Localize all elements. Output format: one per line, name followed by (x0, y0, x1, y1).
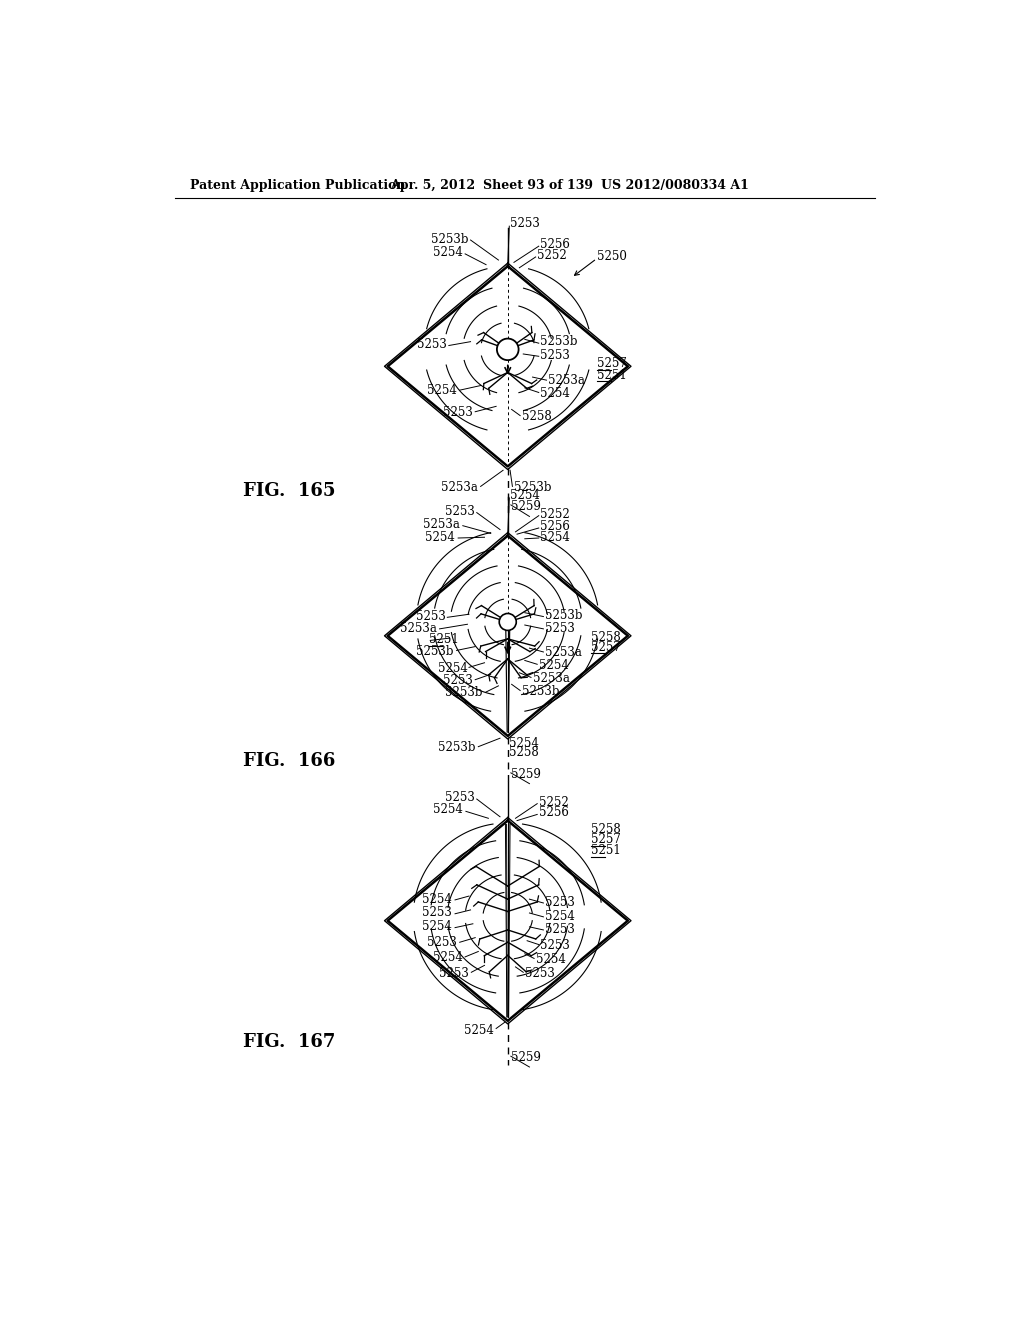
Text: 5253: 5253 (445, 791, 475, 804)
Text: FIG.  166: FIG. 166 (243, 751, 335, 770)
Text: 5252: 5252 (541, 508, 570, 520)
Text: US 2012/0080334 A1: US 2012/0080334 A1 (601, 178, 749, 191)
Text: 5254: 5254 (541, 387, 570, 400)
Circle shape (500, 614, 516, 631)
Text: 5252: 5252 (539, 796, 568, 809)
Text: 5253b: 5253b (431, 232, 469, 246)
Text: 5254: 5254 (422, 892, 452, 906)
Text: 5253: 5253 (510, 218, 540, 231)
Text: 5253: 5253 (445, 504, 475, 517)
Text: FIG.  167: FIG. 167 (243, 1034, 335, 1051)
Text: 5253a: 5253a (399, 622, 436, 635)
Text: 5254: 5254 (433, 952, 463, 964)
Text: 5253b: 5253b (545, 610, 583, 622)
Text: 5252: 5252 (538, 249, 567, 261)
Text: 5257: 5257 (597, 358, 627, 371)
Text: 5253: 5253 (422, 907, 452, 920)
Text: 5256: 5256 (539, 807, 568, 820)
Text: 5253: 5253 (524, 966, 555, 979)
Text: 5253: 5253 (416, 610, 445, 623)
Text: 5254: 5254 (541, 531, 570, 544)
Text: 5253: 5253 (541, 939, 570, 952)
Text: 5259: 5259 (511, 500, 541, 513)
Text: 5258: 5258 (521, 409, 552, 422)
Text: 5257: 5257 (592, 833, 622, 846)
Text: 5258: 5258 (592, 631, 622, 644)
Text: 5257: 5257 (592, 640, 622, 653)
Text: Sheet 93 of 139: Sheet 93 of 139 (483, 178, 593, 191)
Text: 5254: 5254 (437, 661, 467, 675)
Text: 5258: 5258 (592, 824, 622, 837)
Text: 5253: 5253 (545, 622, 574, 635)
Text: 5254: 5254 (433, 804, 463, 816)
Text: FIG.  165: FIG. 165 (243, 482, 335, 500)
Text: 5253a: 5253a (441, 482, 478, 495)
Text: 5253a: 5253a (548, 374, 585, 387)
Text: 5254: 5254 (425, 531, 455, 544)
Text: Apr. 5, 2012: Apr. 5, 2012 (390, 178, 475, 191)
Text: 5253b: 5253b (521, 685, 559, 698)
Text: 5254: 5254 (509, 737, 540, 750)
Text: 5258: 5258 (509, 746, 539, 759)
Text: 5253: 5253 (545, 896, 574, 908)
Text: 5253a: 5253a (532, 672, 569, 685)
Text: 5256: 5256 (541, 520, 570, 533)
Text: 5250: 5250 (597, 251, 627, 264)
Text: 5251: 5251 (597, 370, 627, 381)
Text: 5253b: 5253b (445, 686, 483, 700)
Text: 5253: 5253 (443, 675, 473, 686)
Text: 5254: 5254 (536, 953, 565, 966)
Text: 5253: 5253 (439, 966, 469, 979)
Text: 5254: 5254 (545, 909, 574, 923)
Text: 5251: 5251 (592, 843, 622, 857)
Text: 5254: 5254 (539, 659, 568, 672)
Circle shape (497, 339, 518, 360)
Text: Patent Application Publication: Patent Application Publication (190, 178, 406, 191)
Text: 5259: 5259 (511, 768, 541, 781)
Text: 5253b: 5253b (416, 644, 454, 657)
Text: 5254: 5254 (510, 490, 540, 502)
Text: 5253: 5253 (541, 348, 570, 362)
Text: 5253b: 5253b (541, 335, 578, 348)
Text: 5254: 5254 (427, 384, 458, 397)
Text: 5251: 5251 (429, 634, 459, 647)
Text: 5253: 5253 (545, 924, 574, 936)
Text: 5254: 5254 (433, 246, 463, 259)
Text: 5253b: 5253b (437, 741, 475, 754)
Text: 5254: 5254 (422, 920, 452, 933)
Text: 5253a: 5253a (423, 517, 460, 531)
Text: 5253: 5253 (418, 338, 447, 351)
Text: 5253b: 5253b (514, 482, 552, 495)
Text: 5256: 5256 (541, 238, 570, 251)
Text: 5253: 5253 (443, 407, 473, 418)
Text: 5259: 5259 (511, 1051, 541, 1064)
Text: 5254: 5254 (464, 1023, 494, 1036)
Text: 5253: 5253 (427, 936, 458, 949)
Text: 5253a: 5253a (545, 647, 582, 659)
